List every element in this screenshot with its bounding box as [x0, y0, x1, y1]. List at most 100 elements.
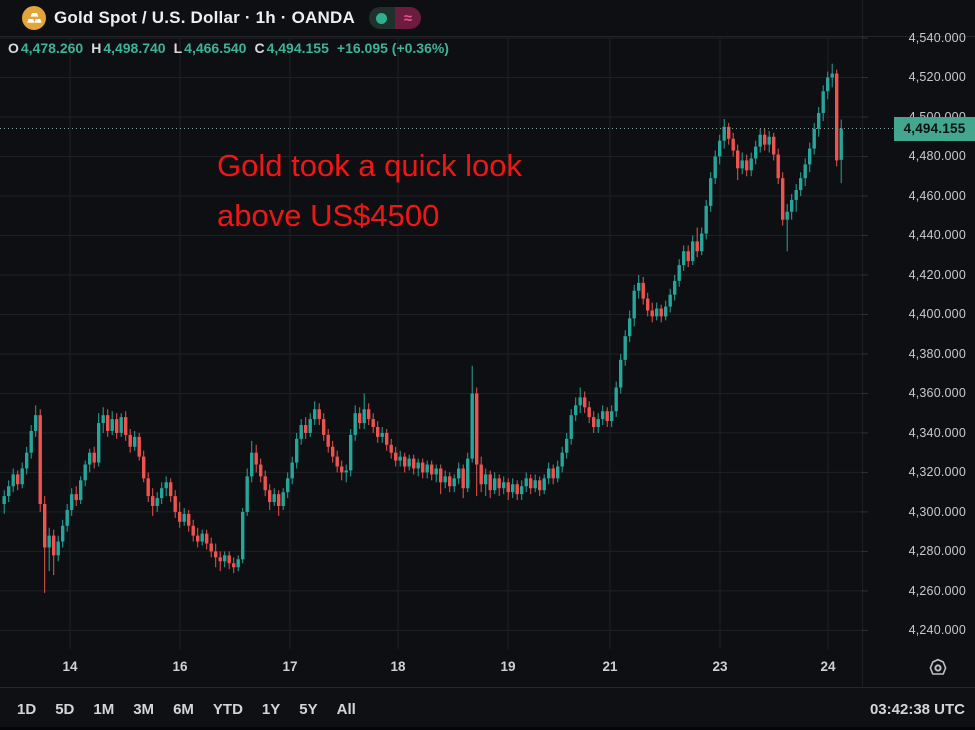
- candle-body: [173, 496, 177, 512]
- candle-body: [83, 464, 87, 481]
- candle-body: [650, 310, 654, 317]
- candle-body: [601, 411, 605, 420]
- ohlc-readout: O 4,478.260 H 4,498.740 L 4,466.540 C 4,494.…: [8, 40, 449, 56]
- candle-body: [623, 336, 627, 360]
- candle-body: [340, 466, 344, 473]
- candle-body: [335, 456, 339, 467]
- symbol-title[interactable]: Gold Spot / U.S. Dollar · 1h · OANDA: [54, 8, 355, 27]
- candle-body: [835, 73, 839, 161]
- high-label: H: [91, 40, 102, 56]
- candle-body: [677, 265, 681, 281]
- timeframe-button-all[interactable]: All: [336, 700, 356, 718]
- candle-body: [331, 446, 335, 457]
- candle-body: [641, 282, 645, 299]
- candle-body: [407, 458, 411, 467]
- close-label: C: [254, 40, 265, 56]
- candle-body: [25, 452, 29, 469]
- candle-body: [412, 458, 416, 469]
- candle-body: [583, 397, 587, 408]
- candle-body: [389, 444, 393, 453]
- candle-body: [736, 150, 740, 169]
- timeframe-button-1m[interactable]: 1M: [93, 700, 115, 718]
- time-axis-label: 17: [282, 659, 298, 674]
- candle-body: [128, 434, 132, 447]
- price-axis-label: 4,440.000: [908, 228, 966, 243]
- price-axis[interactable]: 4,494.155 4,540.0004,520.0004,500.0004,4…: [862, 0, 975, 687]
- candle-body: [88, 452, 92, 465]
- candle-body: [578, 397, 582, 406]
- time-axis-label: 21: [602, 659, 618, 674]
- candle-body: [7, 486, 11, 497]
- candle-body: [596, 419, 600, 428]
- candle-body: [250, 452, 254, 477]
- candle-body: [754, 146, 758, 159]
- timeframe-button-6m[interactable]: 6M: [173, 700, 194, 718]
- timeframe-button-3m[interactable]: 3M: [133, 700, 155, 718]
- candle-body: [2, 496, 6, 505]
- candle-body: [668, 294, 672, 307]
- candle-body: [592, 417, 596, 428]
- candle-body: [425, 464, 429, 473]
- candle-body: [164, 482, 168, 489]
- candle-body: [52, 535, 56, 556]
- candle-body: [182, 513, 186, 522]
- candle-body: [317, 409, 321, 420]
- last-price-badge[interactable]: 4,494.155: [894, 116, 975, 141]
- gold-bars-icon: [22, 6, 46, 30]
- high-value: 4,498.740: [103, 40, 166, 56]
- candle-body: [295, 438, 299, 463]
- candle-body: [371, 419, 375, 428]
- timeframe-button-1d[interactable]: 1D: [17, 700, 37, 718]
- candle-body: [560, 452, 564, 467]
- candle-body: [421, 462, 425, 473]
- text-drawing-annotation[interactable]: Gold took a quick look above US$4500: [217, 141, 522, 241]
- candle-body: [542, 478, 546, 491]
- candle-body: [610, 411, 614, 422]
- candle-body: [745, 160, 749, 171]
- candle-body: [713, 156, 717, 179]
- candle-body: [515, 484, 519, 495]
- candle-body: [29, 430, 33, 453]
- candle-body: [160, 488, 164, 499]
- timeframe-button-5y[interactable]: 5Y: [299, 700, 318, 718]
- candle-body: [524, 478, 528, 487]
- candle-body: [785, 211, 789, 220]
- candle-body: [502, 482, 506, 489]
- price-axis-label: 4,480.000: [908, 149, 966, 164]
- timeframe-button-5d[interactable]: 5D: [55, 700, 75, 718]
- candle-body: [767, 136, 771, 145]
- candle-body: [448, 476, 452, 487]
- candle-body: [209, 543, 213, 552]
- candle-body: [142, 456, 146, 479]
- clock-utc[interactable]: 03:42:38 UTC: [869, 700, 965, 718]
- candle-body: [254, 452, 258, 465]
- candle-body: [11, 474, 15, 487]
- price-axis-label: 4,520.000: [908, 70, 966, 85]
- time-axis-label: 18: [390, 659, 406, 674]
- candle-body: [322, 419, 326, 435]
- candle-body: [439, 468, 443, 483]
- timeframe-button-ytd[interactable]: YTD: [212, 700, 243, 718]
- candle-body: [385, 432, 389, 445]
- candle-body: [781, 178, 785, 220]
- candle-body: [799, 178, 803, 191]
- candle-body: [223, 555, 227, 562]
- candle-body: [101, 415, 105, 424]
- candle-body: [146, 478, 150, 497]
- timeframe-button-1y[interactable]: 1Y: [261, 700, 281, 718]
- candle-body: [808, 148, 812, 165]
- candle-body: [722, 126, 726, 141]
- candle-body: [232, 563, 236, 568]
- candle-body: [826, 77, 830, 92]
- time-axis[interactable]: 14 16 17 18 19 21 23 24: [0, 645, 862, 687]
- candle-body: [398, 456, 402, 461]
- market-status-toggle[interactable]: ≈: [368, 7, 421, 29]
- annotation-line-1: Gold took a quick look: [217, 148, 523, 183]
- candle-body: [362, 409, 366, 424]
- price-axis-label: 4,420.000: [908, 267, 966, 282]
- candle-body: [137, 436, 141, 457]
- candle-body: [430, 464, 434, 475]
- gear-icon[interactable]: [924, 654, 952, 682]
